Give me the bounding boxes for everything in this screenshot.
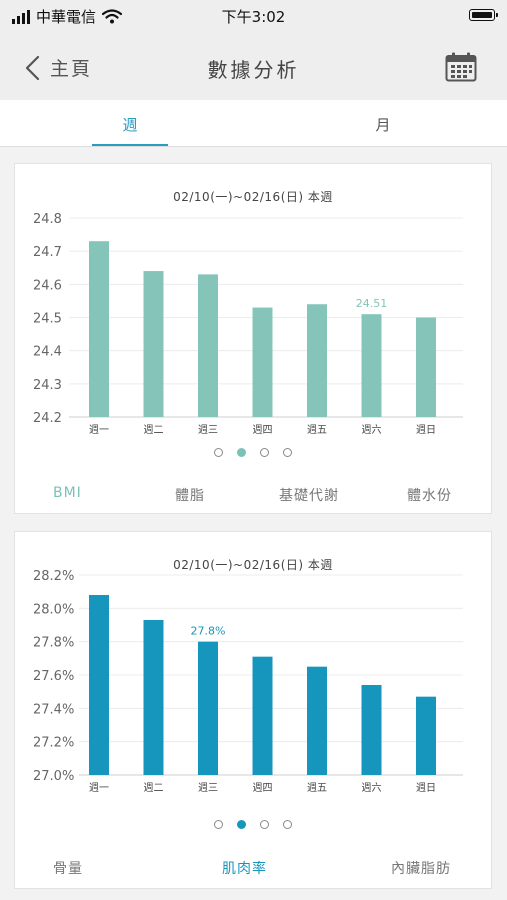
metric-tab[interactable]: 骨量 (53, 861, 83, 877)
metric-tab[interactable]: 體脂 (175, 488, 205, 504)
x-tick-label: 週四 (253, 782, 273, 794)
bar (198, 641, 218, 775)
metric-tab[interactable]: BMI (53, 485, 82, 501)
page-dot[interactable] (237, 820, 246, 829)
bar (252, 307, 273, 417)
y-tick-label: 27.6% (33, 669, 74, 684)
y-tick-label: 24.6 (33, 278, 62, 293)
page-indicator (15, 448, 491, 457)
bar (307, 666, 327, 775)
metric-tab[interactable]: 基礎代謝 (279, 488, 339, 504)
carrier-label: 中華電信 (36, 8, 97, 26)
x-tick-label: 週六 (362, 782, 382, 794)
bar (198, 274, 218, 417)
data-label: 27.8% (191, 625, 226, 638)
status-left: 中華電信 (12, 6, 123, 27)
y-tick-label: 27.8% (33, 636, 74, 651)
x-tick-label: 週六 (362, 424, 382, 436)
page-dot[interactable] (283, 448, 292, 457)
bar (143, 271, 164, 417)
bmi-chart-card: 02/10(一)~02/16(日) 本週 24.8 24.7 24.6 24.5 24.… (14, 163, 492, 514)
muscle-rate-bar-chart: 28.2% 28.0% 27.8% 27.6% 27.4% 27.2% 27.0% 週一 週二 週… (33, 569, 463, 794)
calendar-button[interactable] (445, 52, 477, 86)
period-tabs: 週 月 (0, 100, 507, 147)
page-dot[interactable] (260, 820, 269, 829)
bar (307, 304, 327, 417)
y-tick-label: 27.2% (33, 736, 74, 751)
tab-week[interactable]: 週 (92, 100, 168, 146)
battery-icon (469, 9, 498, 21)
bar (89, 241, 109, 417)
page-dot[interactable] (214, 448, 223, 457)
y-tick-label: 24.4 (33, 345, 62, 360)
page-dot[interactable] (283, 820, 292, 829)
bar (143, 620, 164, 775)
metric-tab[interactable]: 體水份 (407, 488, 452, 504)
x-tick-label: 週日 (416, 424, 436, 436)
data-label: 24.51 (356, 297, 388, 310)
tab-month[interactable]: 月 (375, 116, 391, 134)
page-dot[interactable] (260, 448, 269, 457)
bar (361, 685, 382, 775)
page-dot[interactable] (214, 820, 223, 829)
x-tick-label: 週四 (253, 424, 273, 436)
x-tick-label: 週五 (307, 424, 327, 436)
x-tick-label: 週五 (307, 782, 327, 794)
x-tick-label: 週三 (198, 782, 218, 794)
metric-tab[interactable]: 肌肉率 (222, 861, 267, 877)
back-button[interactable]: 主頁 (24, 54, 92, 81)
date-range-label: 02/10(一)~02/16(日) 本週 (173, 190, 333, 204)
status-time: 下午3:02 (221, 8, 286, 26)
bar (416, 317, 436, 417)
bar (252, 656, 273, 775)
y-tick-label: 24.7 (33, 245, 62, 260)
y-tick-label: 27.4% (33, 702, 74, 717)
x-tick-label: 週一 (89, 424, 109, 436)
bar (416, 696, 436, 775)
y-tick-label: 24.5 (33, 312, 62, 327)
y-tick-label: 28.0% (33, 602, 74, 617)
y-tick-label: 24.8 (33, 212, 62, 227)
page-indicator (15, 820, 491, 829)
page-dot[interactable] (237, 448, 246, 457)
x-tick-label: 週一 (89, 782, 109, 794)
y-tick-label: 24.3 (33, 378, 62, 393)
x-tick-label: 週二 (144, 424, 164, 436)
x-tick-label: 週日 (416, 782, 436, 794)
nav-bar: 主頁 數據分析 (0, 34, 507, 100)
y-tick-label: 24.2 (33, 411, 62, 426)
bar (361, 314, 382, 417)
x-tick-label: 週三 (198, 424, 218, 436)
date-range-label: 02/10(一)~02/16(日) 本週 (173, 558, 333, 572)
x-tick-label: 週二 (144, 782, 164, 794)
wifi-icon (102, 9, 123, 24)
muscle-chart-card: 02/10(一)~02/16(日) 本週 28.2% 28.0% 27.8% 27.6… (14, 531, 492, 889)
y-tick-label: 27.0% (33, 769, 74, 784)
bar (89, 595, 109, 775)
y-tick-label: 28.2% (33, 569, 74, 584)
status-bar: 中華電信 下午3:02 (0, 0, 507, 34)
calendar-icon (445, 52, 477, 82)
bmi-bar-chart: 24.8 24.7 24.6 24.5 24.4 24.3 24.2 週一 週二 週三 週四 週五 週六… (33, 212, 463, 436)
chevron-left-icon (25, 55, 40, 80)
signal-icon (12, 9, 30, 24)
metric-tab[interactable]: 內臟脂肪 (391, 861, 451, 877)
back-label: 主頁 (50, 58, 93, 80)
